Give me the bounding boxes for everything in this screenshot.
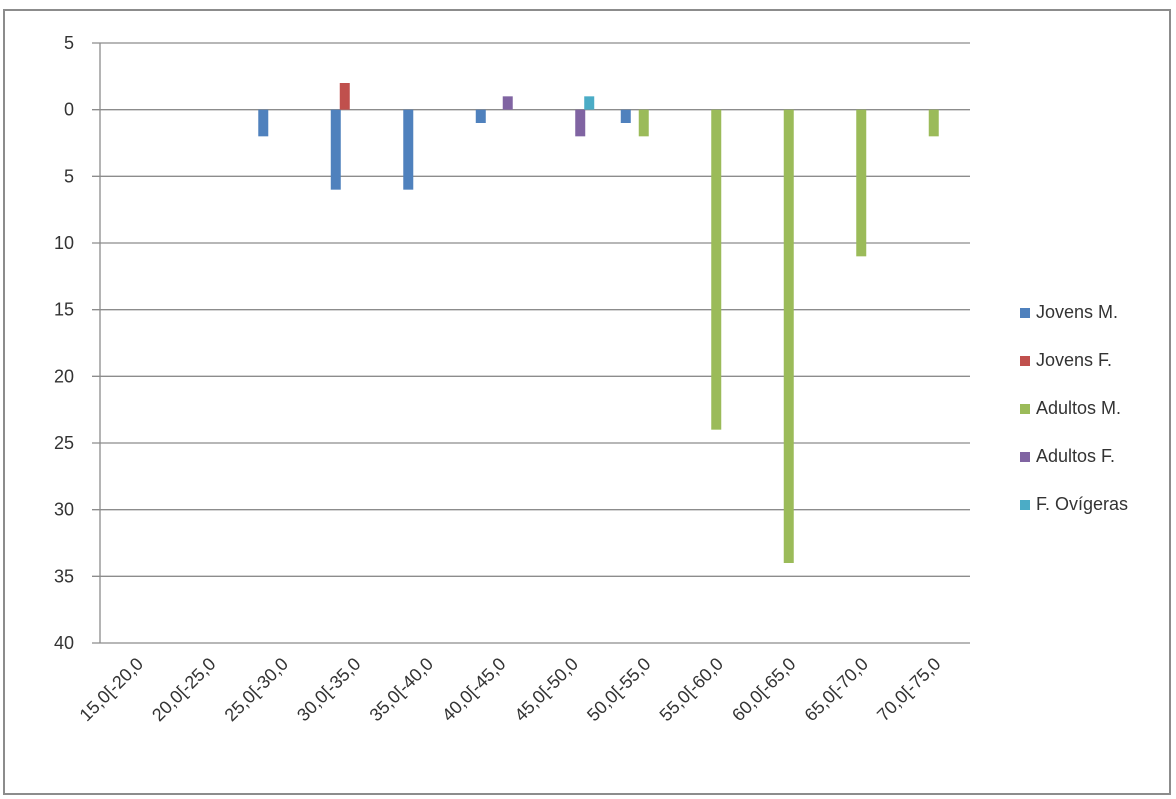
x-tick-label: 25,0[-30,0: [221, 654, 292, 725]
gridlines: [92, 42, 970, 644]
x-tick-label: 40,0[-45,0: [438, 654, 509, 725]
bar-f-ov-geras-6: [584, 96, 595, 110]
y-tick-label: 0: [64, 100, 74, 120]
legend-label: Adultos F.: [1036, 446, 1115, 466]
legend-swatch: [1020, 404, 1030, 414]
legend-label: Adultos M.: [1036, 398, 1121, 418]
y-tick-label: 40: [54, 633, 74, 653]
bar-adultos-m--7: [638, 109, 649, 137]
y-tick-label: 10: [54, 233, 74, 253]
x-tick-labels: 15,0[-20,0 20,0[-25,0 25,0[-30,0 30,0[-35,0…: [76, 654, 945, 725]
x-tick-label: 35,0[-40,0: [366, 654, 437, 725]
x-tick-label: 65,0[-70,0: [801, 654, 872, 725]
legend-label: Jovens M.: [1036, 302, 1118, 322]
legend-swatch: [1020, 500, 1030, 510]
x-tick-label: 30,0[-35,0: [293, 654, 364, 725]
bar-adultos-f--5: [502, 96, 513, 110]
bar-adultos-m--8: [711, 109, 722, 430]
bar-jovens-m--2: [258, 109, 269, 137]
x-tick-label: 20,0[-25,0: [148, 654, 219, 725]
bar-jovens-m--5: [475, 109, 486, 123]
legend: Jovens M. Jovens F. Adultos M. Adultos F. F.…: [1020, 302, 1128, 514]
bar-adultos-m--9: [783, 109, 794, 564]
x-tick-label: 15,0[-20,0: [76, 654, 147, 725]
bars: [258, 83, 939, 564]
x-tick-label: 50,0[-55,0: [583, 654, 654, 725]
legend-label: F. Ovígeras: [1036, 494, 1128, 514]
bar-jovens-m--7: [620, 109, 631, 123]
y-tick-label: 20: [54, 366, 74, 386]
y-tick-label: 35: [54, 566, 74, 586]
bar-jovens-m--3: [330, 109, 341, 190]
y-tick-label: 5: [64, 166, 74, 186]
bar-adultos-m--10: [856, 109, 867, 257]
y-tick-labels: 5 0 5 10 15 20 25 30 35 40: [54, 33, 74, 653]
legend-swatch: [1020, 356, 1030, 366]
y-tick-label: 25: [54, 433, 74, 453]
bar-adultos-m--11: [928, 109, 939, 137]
x-tick-label: 60,0[-65,0: [728, 654, 799, 725]
legend-swatch: [1020, 452, 1030, 462]
x-tick-label: 70,0[-75,0: [873, 654, 944, 725]
chart-frame: 5 0 5 10 15 20 25 30 35 40 15,0[-20,0 20,0[-25,0 25…: [3, 9, 1171, 795]
x-tick-label: 55,0[-60,0: [656, 654, 727, 725]
y-tick-label: 5: [64, 33, 74, 53]
bar-chart: 5 0 5 10 15 20 25 30 35 40 15,0[-20,0 20,0[-25,0 25…: [54, 33, 1128, 725]
legend-swatch: [1020, 308, 1030, 318]
y-tick-label: 30: [54, 500, 74, 520]
y-tick-label: 15: [54, 300, 74, 320]
legend-label: Jovens F.: [1036, 350, 1112, 370]
bar-jovens-m--4: [403, 109, 414, 190]
bar-jovens-f--3: [339, 83, 350, 110]
bar-adultos-f--6: [575, 109, 586, 137]
x-tick-label: 45,0[-50,0: [511, 654, 582, 725]
